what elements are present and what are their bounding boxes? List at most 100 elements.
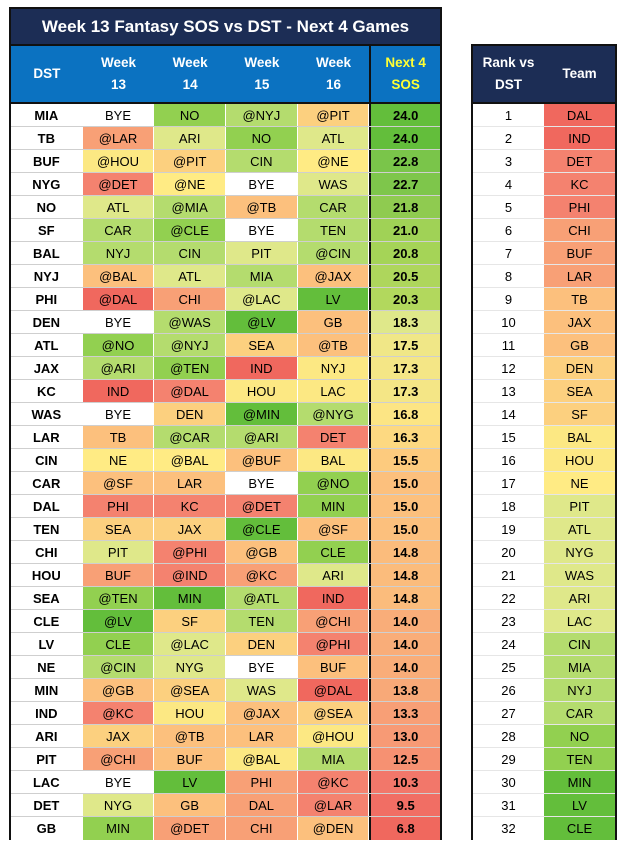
opponent-cell: IND bbox=[226, 357, 298, 379]
sos-cell: 14.0 bbox=[369, 656, 441, 678]
sos-cell: 15.0 bbox=[369, 518, 441, 540]
opponent-cell: @LV bbox=[82, 610, 155, 632]
rank-number: 29 bbox=[473, 748, 544, 770]
opponent-cell: @NE bbox=[297, 150, 370, 172]
opponent-cell: @SF bbox=[297, 518, 370, 540]
opponent-cell: NO bbox=[154, 104, 227, 126]
team-cell: CLE bbox=[11, 610, 83, 632]
rank-row: 30 MIN bbox=[473, 771, 615, 794]
table-row: MIA BYE NO @NYJ @PIT 24.0 bbox=[11, 104, 441, 127]
rank-team: PIT bbox=[544, 495, 615, 517]
opponent-cell: @KC bbox=[82, 702, 155, 724]
opponent-cell: @LAR bbox=[82, 127, 155, 149]
opponent-cell: TEN bbox=[226, 610, 298, 632]
table-body: MIA BYE NO @NYJ @PIT 24.0 TB @LAR ARI NO ATL 24.0 BU… bbox=[11, 104, 441, 840]
sos-cell: 20.3 bbox=[369, 288, 441, 310]
opponent-cell: KC bbox=[154, 495, 227, 517]
opponent-cell: TEN bbox=[297, 219, 370, 241]
opponent-cell: @SEA bbox=[154, 679, 227, 701]
opponent-cell: @TB bbox=[154, 725, 227, 747]
table-row: DEN BYE @WAS @LV GB 18.3 bbox=[11, 311, 441, 334]
rank-number: 24 bbox=[473, 633, 544, 655]
rank-number: 23 bbox=[473, 610, 544, 632]
rank-team: CIN bbox=[544, 633, 615, 655]
header-week-14: Week 14 bbox=[154, 46, 226, 102]
table-row: IND @KC HOU @JAX @SEA 13.3 bbox=[11, 702, 441, 725]
rank-row: 27 CAR bbox=[473, 702, 615, 725]
table-row: SF CAR @CLE BYE TEN 21.0 bbox=[11, 219, 441, 242]
table-row: GB MIN @DET CHI @DEN 6.8 bbox=[11, 817, 441, 840]
table-row: CIN NE @BAL @BUF BAL 15.5 bbox=[11, 449, 441, 472]
rank-team: GB bbox=[544, 334, 615, 356]
rank-team: IND bbox=[544, 127, 615, 149]
rank-row: 29 TEN bbox=[473, 748, 615, 771]
team-cell: SF bbox=[11, 219, 83, 241]
rank-team: SEA bbox=[544, 380, 615, 402]
opponent-cell: CLE bbox=[297, 541, 370, 563]
opponent-cell: @BAL bbox=[226, 748, 298, 770]
opponent-cell: BYE bbox=[82, 403, 155, 425]
opponent-cell: NE bbox=[82, 449, 155, 471]
opponent-cell: HOU bbox=[226, 380, 298, 402]
opponent-cell: @LAC bbox=[154, 633, 227, 655]
team-cell: DAL bbox=[11, 495, 83, 517]
rank-team: LAC bbox=[544, 610, 615, 632]
sos-cell: 17.3 bbox=[369, 380, 441, 402]
opponent-cell: NYG bbox=[154, 656, 227, 678]
rank-team: JAX bbox=[544, 311, 615, 333]
table-title: Week 13 Fantasy SOS vs DST - Next 4 Game… bbox=[11, 9, 440, 46]
team-cell: PIT bbox=[11, 748, 83, 770]
team-cell: ARI bbox=[11, 725, 83, 747]
table-row: LAC BYE LV PHI @KC 10.3 bbox=[11, 771, 441, 794]
rank-row: 28 NO bbox=[473, 725, 615, 748]
rank-team: ATL bbox=[544, 518, 615, 540]
table-row: NO ATL @MIA @TB CAR 21.8 bbox=[11, 196, 441, 219]
opponent-cell: @BUF bbox=[226, 449, 298, 471]
rank-team: TB bbox=[544, 288, 615, 310]
rank-number: 8 bbox=[473, 265, 544, 287]
opponent-cell: @NO bbox=[82, 334, 155, 356]
rank-number: 27 bbox=[473, 702, 544, 724]
opponent-cell: LAR bbox=[226, 725, 298, 747]
opponent-cell: @TB bbox=[297, 334, 370, 356]
opponent-cell: @BAL bbox=[82, 265, 155, 287]
header-team: Team bbox=[562, 66, 597, 81]
opponent-cell: CAR bbox=[82, 219, 155, 241]
opponent-cell: @LV bbox=[226, 311, 298, 333]
opponent-cell: @HOU bbox=[82, 150, 155, 172]
opponent-cell: @NYG bbox=[297, 403, 370, 425]
table-row: TB @LAR ARI NO ATL 24.0 bbox=[11, 127, 441, 150]
opponent-cell: PIT bbox=[226, 242, 298, 264]
opponent-cell: LV bbox=[154, 771, 227, 793]
sos-table: Week 13 Fantasy SOS vs DST - Next 4 Game… bbox=[9, 7, 442, 840]
opponent-cell: WAS bbox=[226, 679, 298, 701]
team-cell: WAS bbox=[11, 403, 83, 425]
sos-cell: 21.0 bbox=[369, 219, 441, 241]
opponent-cell: @PHI bbox=[154, 541, 227, 563]
rank-team: PHI bbox=[544, 196, 615, 218]
sos-cell: 22.8 bbox=[369, 150, 441, 172]
sos-cell: 17.3 bbox=[369, 357, 441, 379]
table-row: DAL PHI KC @DET MIN 15.0 bbox=[11, 495, 441, 518]
opponent-cell: ARI bbox=[154, 127, 227, 149]
rank-team: HOU bbox=[544, 449, 615, 471]
opponent-cell: @KC bbox=[226, 564, 298, 586]
rank-number: 12 bbox=[473, 357, 544, 379]
opponent-cell: MIN bbox=[297, 495, 370, 517]
team-cell: NE bbox=[11, 656, 83, 678]
header-next4-label: Next 4 bbox=[385, 55, 426, 70]
rank-number: 21 bbox=[473, 564, 544, 586]
opponent-cell: MIA bbox=[226, 265, 298, 287]
opponent-cell: @BAL bbox=[154, 449, 227, 471]
sos-cell: 14.8 bbox=[369, 587, 441, 609]
header-week-15: Week 15 bbox=[226, 46, 298, 102]
rank-row: 7 BUF bbox=[473, 242, 615, 265]
opponent-cell: CLE bbox=[82, 633, 155, 655]
sos-cell: 13.8 bbox=[369, 679, 441, 701]
rank-number: 15 bbox=[473, 426, 544, 448]
opponent-cell: NYG bbox=[82, 794, 155, 816]
rank-number: 14 bbox=[473, 403, 544, 425]
rank-team: MIN bbox=[544, 771, 615, 793]
header-week-13: Week 13 bbox=[83, 46, 155, 102]
rank-row: 20 NYG bbox=[473, 541, 615, 564]
